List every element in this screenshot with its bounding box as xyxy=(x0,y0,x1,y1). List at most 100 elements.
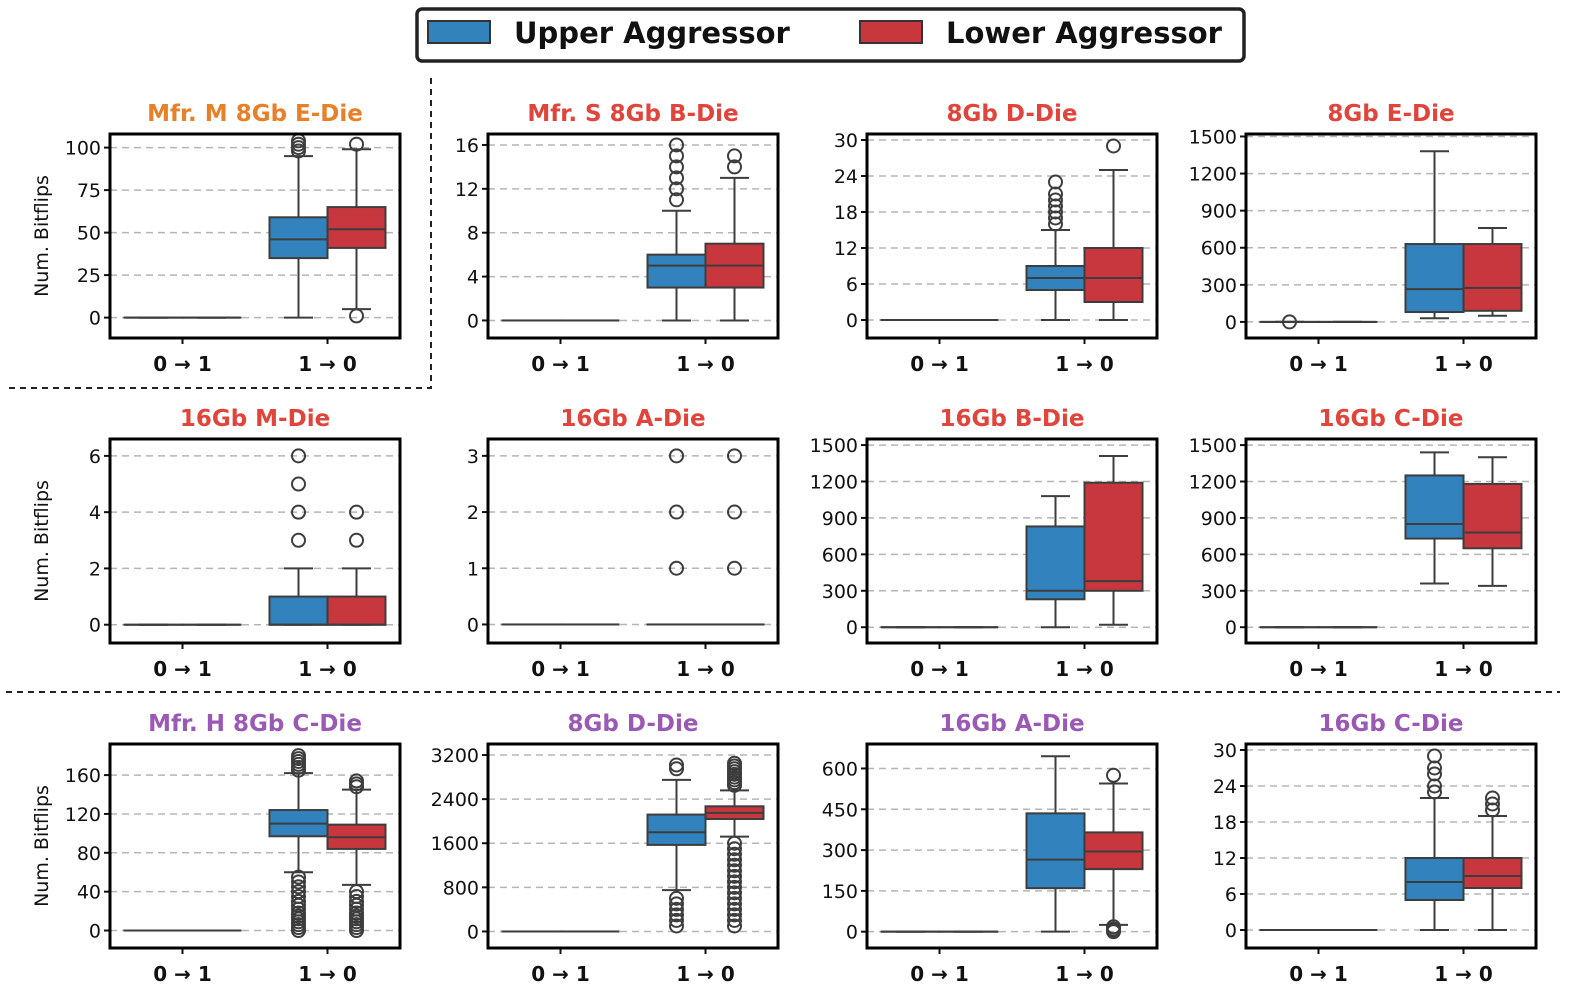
y-tick-label: 0 xyxy=(467,921,479,943)
panel-10: 8Gb D-Die 0 800 1600 2400 3200 0 → 1 1 → 0 xyxy=(431,711,780,986)
outlier-point xyxy=(669,896,684,912)
x-tick-label: 1 → 0 xyxy=(1055,962,1114,986)
x-tick-label: 1 → 0 xyxy=(1055,352,1114,376)
box-lower-one-to-zero xyxy=(1083,455,1144,626)
box-body xyxy=(646,253,707,289)
legend-label-upper: Upper Aggressor xyxy=(514,16,791,50)
outlier-point xyxy=(669,907,684,923)
box-lower-one-to-zero xyxy=(704,755,765,934)
box-upper-one-to-zero xyxy=(1025,495,1086,629)
box-upper-one-to-zero xyxy=(1404,150,1465,320)
panel-9: Mfr. H 8Gb C-Die 0 40 80 120 160 Num. Bitflips… xyxy=(31,711,402,986)
outlier-point xyxy=(727,852,742,868)
y-tick-label: 3 xyxy=(467,446,479,468)
y-tick-label: 600 xyxy=(822,544,858,566)
y-tick-label: 50 xyxy=(77,223,101,245)
x-tick-label: 0 → 1 xyxy=(1289,962,1348,986)
y-tick-label: 0 xyxy=(846,922,858,944)
panel-frame xyxy=(486,742,780,950)
outlier-point xyxy=(727,907,742,923)
outlier-point xyxy=(669,912,684,928)
panel-frame xyxy=(865,742,1159,950)
box-upper-one-to-zero xyxy=(646,137,707,322)
box-lower-one-to-zero xyxy=(1083,767,1144,940)
panel-title: 8Gb D-Die xyxy=(947,101,1078,127)
panel-title: 16Gb A-Die xyxy=(939,711,1084,737)
y-tick-label: 600 xyxy=(822,758,858,780)
panel-4: 8Gb E-Die 0 300 600 900 1200 1500 0 → 1 1 → 0 xyxy=(1189,101,1538,376)
outlier-point xyxy=(669,448,684,464)
outlier-point xyxy=(291,884,306,900)
outlier-point xyxy=(291,905,306,921)
y-tick-label: 800 xyxy=(443,877,479,899)
y-axis-label: Num. Bitflips xyxy=(31,785,53,907)
box-upper-one-to-zero xyxy=(1025,755,1086,933)
box-body xyxy=(1083,481,1144,592)
outlier-point xyxy=(669,170,684,186)
panel-frame xyxy=(1244,437,1538,645)
outlier-point xyxy=(669,757,684,773)
panel-frame xyxy=(108,132,402,340)
y-tick-label: 18 xyxy=(834,202,858,224)
outlier-point xyxy=(727,755,742,771)
box-upper-zero-to-one xyxy=(1259,314,1320,330)
panel-5: 16Gb M-Die 0 2 4 6 Num. Bitflips 0 → 1 1 → 0 xyxy=(31,406,402,681)
y-tick-label: 18 xyxy=(1213,812,1237,834)
box-lower-one-to-zero xyxy=(704,448,765,626)
outlier-point xyxy=(669,560,684,576)
panel-frame xyxy=(486,437,780,645)
outlier-point xyxy=(669,148,684,164)
outlier-point xyxy=(727,846,742,862)
x-tick-label: 0 → 1 xyxy=(153,657,212,681)
x-tick-label: 0 → 1 xyxy=(910,657,969,681)
y-tick-label: 24 xyxy=(834,166,858,188)
outlier-point xyxy=(727,901,742,917)
outlier-point xyxy=(727,868,742,884)
outlier-point xyxy=(727,857,742,873)
outlier-point xyxy=(291,879,306,895)
outlier-point xyxy=(727,448,742,464)
outlier-point xyxy=(727,896,742,912)
y-tick-label: 300 xyxy=(822,840,858,862)
outlier-point xyxy=(669,761,684,777)
panel-frame xyxy=(865,132,1159,340)
y-tick-label: 2400 xyxy=(431,789,479,811)
separator-mfr-m xyxy=(6,78,432,389)
panel-frame xyxy=(1244,132,1538,340)
panel-title: Mfr. M 8Gb E-Die xyxy=(147,101,363,127)
outlier-point xyxy=(669,137,684,153)
panel-title: 16Gb B-Die xyxy=(939,406,1084,432)
x-tick-label: 0 → 1 xyxy=(910,962,969,986)
box-upper-one-to-zero xyxy=(268,448,329,626)
y-tick-label: 300 xyxy=(822,581,858,603)
x-tick-label: 1 → 0 xyxy=(676,352,735,376)
y-tick-label: 1 xyxy=(467,558,479,580)
y-tick-label: 2 xyxy=(89,558,101,580)
box-lower-one-to-zero xyxy=(1083,138,1144,321)
x-tick-label: 1 → 0 xyxy=(676,962,735,986)
box-body xyxy=(1025,525,1086,601)
panel-title: 16Gb C-Die xyxy=(1319,711,1464,737)
y-tick-label: 120 xyxy=(65,804,101,826)
panel-title: Mfr. S 8Gb B-Die xyxy=(527,101,738,127)
y-tick-label: 6 xyxy=(89,446,101,468)
outlier-point xyxy=(291,893,306,909)
outlier-point xyxy=(349,504,364,520)
outlier-point xyxy=(1106,138,1121,154)
x-tick-label: 0 → 1 xyxy=(1289,352,1348,376)
outlier-point xyxy=(727,890,742,906)
outlier-point xyxy=(669,901,684,917)
outlier-point xyxy=(349,889,364,905)
outlier-point xyxy=(727,148,742,164)
x-tick-label: 1 → 0 xyxy=(1055,657,1114,681)
box-body xyxy=(268,595,329,626)
panel-frame xyxy=(108,437,402,645)
outlier-point xyxy=(1427,748,1442,764)
y-tick-label: 3200 xyxy=(431,745,479,767)
outlier-point xyxy=(349,773,364,789)
outlier-point xyxy=(349,532,364,548)
outlier-point xyxy=(291,748,306,764)
outlier-point xyxy=(1106,767,1121,783)
x-tick-label: 0 → 1 xyxy=(153,962,212,986)
box-upper-one-to-zero xyxy=(646,757,707,934)
